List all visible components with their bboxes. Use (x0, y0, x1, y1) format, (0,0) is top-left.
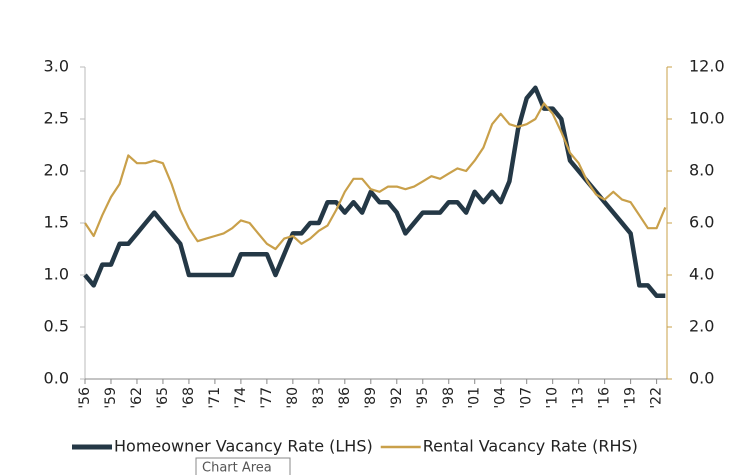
y2-tick-label: 10.0 (689, 109, 725, 128)
x-tick-label: '07 (519, 387, 535, 409)
y-tick-label: 1.5 (44, 213, 69, 232)
x-tick-label: '10 (545, 387, 561, 409)
x-tick-label: '01 (467, 387, 483, 409)
y-tick-label: 0.5 (44, 317, 69, 336)
y-tick-label: 2.0 (44, 161, 69, 180)
x-tick-label: '62 (129, 387, 145, 409)
x-tick-label: '56 (77, 387, 93, 409)
x-tick-label: '92 (389, 387, 405, 409)
y-tick-label: 3.0 (44, 57, 69, 76)
y2-tick-label: 0.0 (689, 369, 714, 388)
y2-tick-label: 6.0 (689, 213, 714, 232)
y2-tick-label: 8.0 (689, 161, 714, 180)
y-tick-label: 2.5 (44, 109, 69, 128)
x-tick-label: '68 (181, 387, 197, 409)
y2-tick-label: 2.0 (689, 317, 714, 336)
x-tick-label: '04 (493, 387, 509, 409)
tooltip-box (195, 457, 291, 475)
y-tick-label: 1.0 (44, 265, 69, 284)
x-tick-label: '16 (597, 387, 613, 409)
x-tick-label: '65 (155, 387, 171, 409)
x-tick-label: '98 (441, 387, 457, 409)
series-line (84, 102, 667, 251)
x-tick-label: '95 (415, 387, 431, 409)
x-tick-label: '77 (259, 387, 275, 409)
tooltip: Chart Area (195, 457, 291, 475)
x-tick-label: '74 (233, 387, 249, 409)
x-tick-label: '71 (207, 387, 223, 409)
y2-tick-label: 12.0 (689, 57, 725, 76)
y2-tick-label: 4.0 (689, 265, 714, 284)
x-tick-label: '89 (363, 387, 379, 409)
y-tick-label: 0.0 (44, 369, 69, 388)
x-tick-label: '13 (571, 387, 587, 409)
x-tick-label: '22 (649, 387, 665, 409)
x-tick-label: '83 (311, 387, 327, 409)
series-line (83, 85, 666, 299)
x-tick-label: '59 (103, 387, 119, 409)
tooltip-text: Chart Area (202, 461, 272, 475)
legend-label: Homeowner Vacancy Rate (LHS) (114, 437, 373, 456)
legend-label: Rental Vacancy Rate (RHS) (423, 437, 638, 456)
x-tick-label: '86 (337, 387, 353, 409)
x-tick-label: '80 (285, 387, 301, 409)
x-tick-label: '19 (623, 387, 639, 409)
